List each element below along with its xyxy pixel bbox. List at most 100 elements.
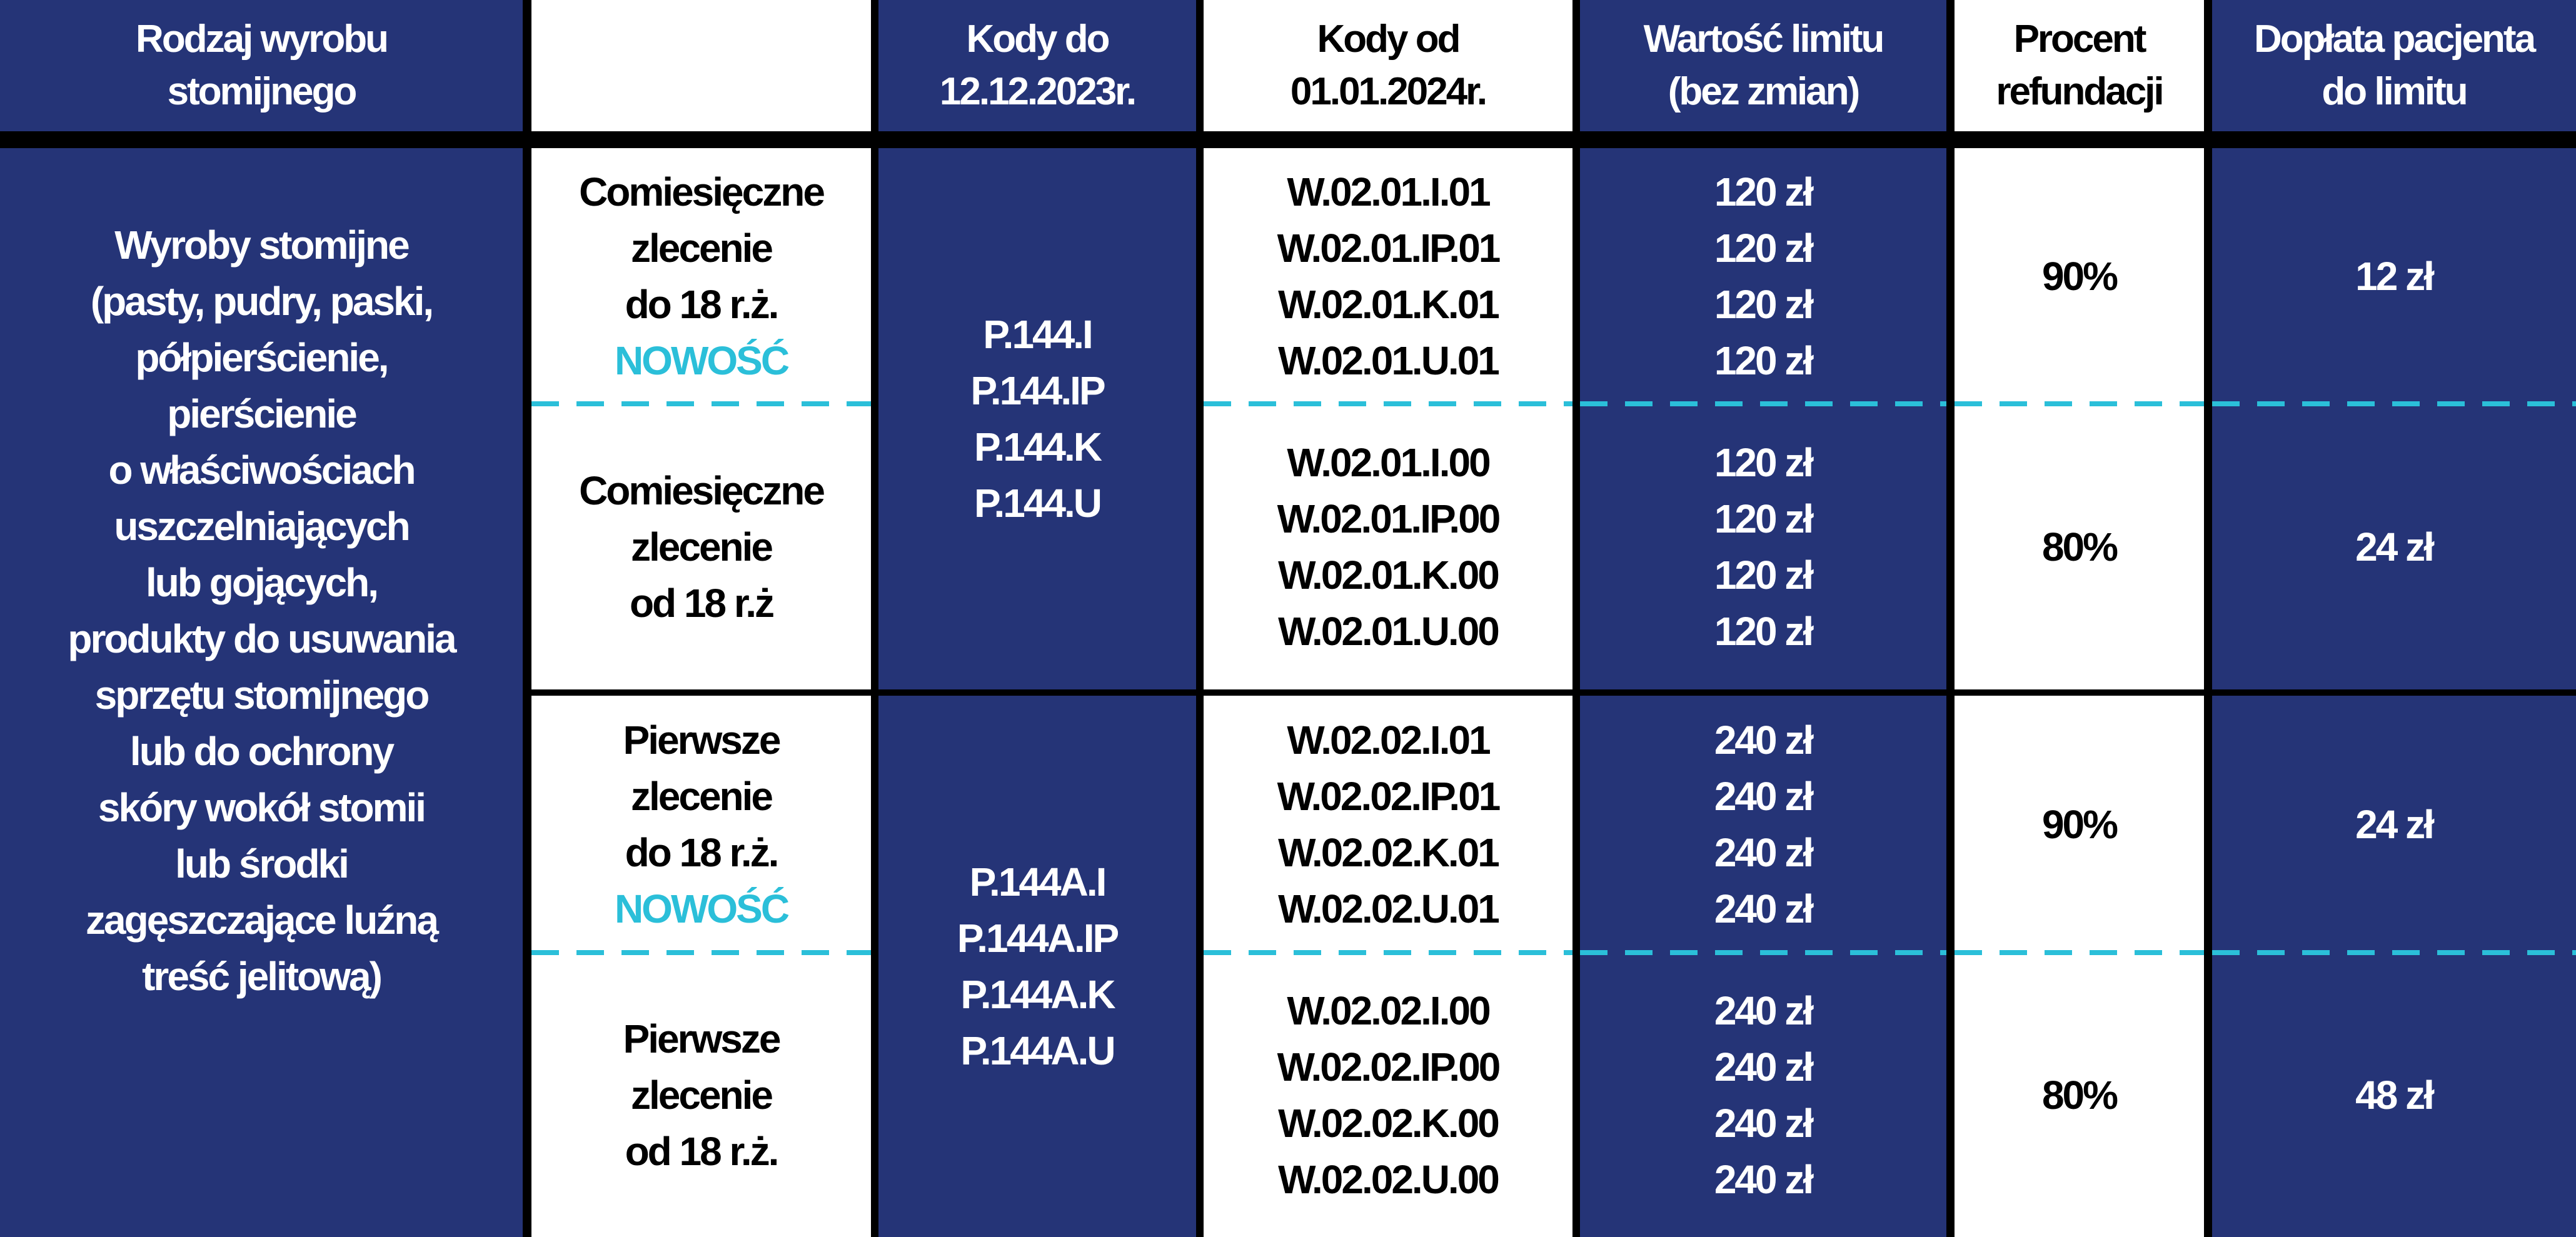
cell-text: P.144A.U — [960, 1028, 1115, 1073]
new-badge: NOWOŚĆ — [614, 338, 790, 383]
cell-text: 120 zł — [1714, 281, 1814, 327]
cell-text: P.144A.I — [969, 859, 1107, 904]
header-product-type: Rodzaj wyrobu stomijnego — [0, 0, 523, 131]
cell-text: 240 zł — [1714, 1044, 1814, 1089]
cell-text: 24 zł — [2355, 801, 2435, 847]
cell-text: 240 zł — [1714, 717, 1814, 763]
cell-text: lub środki — [175, 841, 350, 886]
cell-text: (bez zmian) — [1668, 70, 1861, 113]
cell-text: półpierścienie, — [135, 335, 389, 380]
order-type: Pierwsze zlecenie od 18 r.ż. — [531, 953, 871, 1237]
product-description: Wyroby stomijne (pasty, pudry, paski, półp… — [0, 148, 523, 1237]
cell-text: lub do ochrony — [129, 729, 395, 774]
dashed-divider — [531, 950, 871, 955]
cell-text: uszczelniających — [114, 504, 410, 549]
cell-text: o właściwościach — [108, 448, 416, 493]
cell-text: 240 zł — [1714, 1100, 1814, 1146]
cell-text: W.02.01.IP.01 — [1277, 225, 1501, 271]
cell-text: sprzętu stomijnego — [94, 673, 430, 718]
cell-text: 120 zł — [1714, 496, 1814, 541]
cell-text: 120 zł — [1714, 439, 1814, 485]
cell-text: Kody od — [1317, 18, 1461, 61]
dashed-divider — [1204, 401, 1572, 406]
refund-percent: 80% — [1955, 404, 2204, 689]
cell-text: W.02.02.IP.00 — [1277, 1044, 1501, 1089]
dashed-divider — [1580, 950, 1946, 955]
cell-text: P.144.I — [983, 312, 1094, 357]
refund-percent: 80% — [1955, 953, 2204, 1237]
cell-text: od 18 r.ż — [629, 580, 775, 626]
new-codes: W.02.02.I.00 W.02.02.IP.00 W.02.02.K.00 W.0… — [1204, 953, 1572, 1237]
cell-text: Pierwsze — [623, 1016, 782, 1061]
new-codes: W.02.02.I.01 W.02.02.IP.01 W.02.02.K.01 W.0… — [1204, 696, 1572, 953]
cell-text: P.144.U — [974, 481, 1102, 526]
dashed-divider — [1955, 950, 2204, 955]
cell-text: refundacji — [1996, 70, 2164, 113]
dashed-divider — [2212, 401, 2576, 406]
old-codes: P.144.I P.144.IP P.144.K P.144.U — [878, 148, 1196, 689]
patient-copay: 48 zł — [2212, 953, 2576, 1237]
cell-text: W.02.02.IP.01 — [1277, 773, 1501, 819]
cell-text: skóry wokół stomii — [98, 785, 426, 830]
cell-text: 240 zł — [1714, 988, 1814, 1033]
cell-text: W.02.02.U.00 — [1278, 1156, 1500, 1202]
cell-text: zlecenie — [630, 1072, 773, 1118]
dashed-divider — [2212, 950, 2576, 955]
cell-text: 24 zł — [2355, 524, 2435, 569]
cell-text: W.02.01.U.00 — [1278, 608, 1500, 654]
cell-text: Rodzaj wyrobu — [136, 18, 389, 61]
refund-percent: 90% — [1955, 148, 2204, 404]
limit-values: 240 zł 240 zł 240 zł 240 zł — [1580, 953, 1946, 1237]
cell-text: W.02.01.IP.00 — [1277, 496, 1501, 541]
cell-text: treść jelitową) — [142, 954, 383, 999]
cell-text: zlecenie — [630, 225, 773, 271]
cell-text: pierścienie — [167, 391, 357, 436]
cell-text: od 18 r.ż. — [625, 1128, 780, 1174]
cell-text: zlecenie — [630, 773, 773, 819]
cell-text: zagęszczające luźną — [86, 898, 439, 943]
cell-text: Comiesięczne — [579, 169, 825, 214]
cell-text: do 18 r.ż. — [625, 829, 780, 875]
cell-text: produkty do usuwania — [68, 616, 456, 661]
cell-text: 01.01.2024r. — [1290, 70, 1487, 113]
header-refund-percent: Procent refundacji — [1955, 0, 2204, 131]
cell-text: (pasty, pudry, paski, — [90, 279, 434, 324]
cell-text: 240 zł — [1714, 773, 1814, 819]
new-codes: W.02.01.I.01 W.02.01.IP.01 W.02.01.K.01 W.0… — [1204, 148, 1572, 404]
cell-text: W.02.01.U.01 — [1278, 338, 1500, 383]
limit-values: 240 zł 240 zł 240 zł 240 zł — [1580, 696, 1946, 953]
limit-values: 120 zł 120 zł 120 zł 120 zł — [1580, 404, 1946, 689]
cell-text: 120 zł — [1714, 608, 1814, 654]
cell-text: Wartość limitu — [1643, 18, 1885, 61]
refund-percent: 90% — [1955, 696, 2204, 953]
dashed-divider — [1580, 401, 1946, 406]
cell-text: W.02.02.I.00 — [1287, 988, 1491, 1033]
cell-text: stomijnego — [167, 70, 358, 113]
cell-text: Procent — [2013, 18, 2147, 61]
cell-text: W.02.02.K.00 — [1278, 1100, 1500, 1146]
cell-text: W.02.02.K.01 — [1278, 829, 1500, 875]
cell-text: do limitu — [2322, 70, 2468, 113]
patient-copay: 24 zł — [2212, 696, 2576, 953]
order-type: Pierwsze zlecenie do 18 r.ż. NOWOŚĆ — [531, 696, 871, 953]
order-type: Comiesięczne zlecenie do 18 r.ż. NOWOŚĆ — [531, 148, 871, 404]
cell-text: 240 zł — [1714, 886, 1814, 931]
cell-text: Pierwsze — [623, 717, 782, 763]
cell-text: P.144A.K — [960, 972, 1115, 1017]
cell-text: W.02.02.U.01 — [1278, 886, 1500, 931]
header-codes-new: Kody od 01.01.2024r. — [1204, 0, 1572, 131]
cell-text: W.02.02.I.01 — [1287, 717, 1491, 763]
cell-text: Comiesięczne — [579, 468, 825, 513]
header-codes-old: Kody do 12.12.2023r. — [878, 0, 1196, 131]
dashed-divider — [531, 401, 871, 406]
cell-text: W.02.01.K.01 — [1278, 281, 1500, 327]
cell-text: 120 zł — [1714, 169, 1814, 214]
cell-text: 48 zł — [2355, 1072, 2435, 1118]
cell-text: lub gojących, — [146, 560, 379, 605]
cell-text: P.144.IP — [970, 368, 1105, 413]
order-type: Comiesięczne zlecenie od 18 r.ż — [531, 404, 871, 689]
cell-text: 90% — [2041, 253, 2118, 299]
patient-copay: 12 zł — [2212, 148, 2576, 404]
cell-text: Wyroby stomijne — [114, 223, 410, 268]
cell-text: 80% — [2041, 1072, 2118, 1118]
